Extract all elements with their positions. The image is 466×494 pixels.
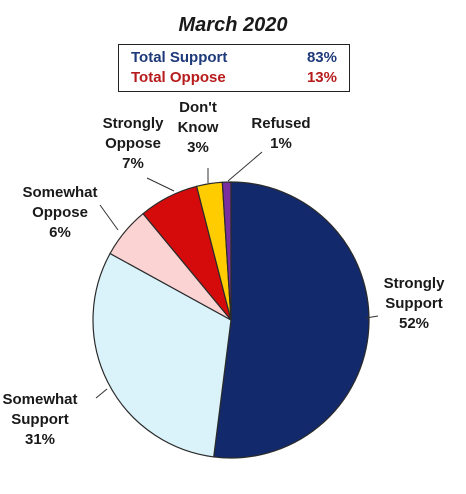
slice-name-label: Oppose bbox=[32, 204, 88, 221]
slice-name-label: Support bbox=[385, 295, 443, 312]
total-support-row: Total Support 83% bbox=[131, 49, 337, 66]
slice-name-label: Don't bbox=[179, 99, 217, 116]
slice-name-label: Strongly bbox=[384, 275, 445, 292]
slice-name-label: Know bbox=[178, 119, 219, 136]
slice-label: Somewhat Oppose 6% bbox=[22, 184, 97, 241]
slice-name-label: Somewhat bbox=[22, 184, 97, 201]
pie-slice-refused bbox=[221, 181, 232, 321]
leader-line bbox=[365, 315, 379, 319]
slice-labels: Strongly Support 52%Somewhat Support 31%Some… bbox=[2, 99, 445, 448]
slice-name-label: Support bbox=[11, 411, 69, 428]
slice-value-label: 1% bbox=[270, 135, 292, 152]
slice-name-label: Somewhat bbox=[2, 391, 77, 408]
slice-value-label: 6% bbox=[49, 224, 71, 241]
slice-name-label: Oppose bbox=[105, 135, 161, 152]
leader-line bbox=[227, 151, 263, 182]
total-oppose-label: Total Oppose bbox=[131, 69, 226, 86]
slice-value-label: 3% bbox=[187, 139, 209, 156]
slice-name-label: Refused bbox=[251, 115, 310, 132]
pie-slice-strongly-support bbox=[213, 181, 370, 459]
leader-line bbox=[99, 204, 119, 231]
slice-value-label: 31% bbox=[25, 431, 55, 448]
slice-label: Strongly Oppose 7% bbox=[103, 115, 164, 172]
slice-name-label: Strongly bbox=[103, 115, 164, 132]
total-oppose-row: Total Oppose 13% bbox=[131, 69, 337, 86]
slice-value-label: 7% bbox=[122, 155, 144, 172]
slice-label: Strongly Support 52% bbox=[384, 275, 445, 332]
total-oppose-value: 13% bbox=[306, 69, 337, 86]
pie-slice-somewhat-support bbox=[92, 252, 232, 458]
leader-line bbox=[146, 177, 175, 192]
slice-label: Somewhat Support 31% bbox=[2, 391, 77, 448]
chart-title: March 2020 bbox=[178, 14, 288, 36]
leader-line bbox=[95, 388, 108, 399]
slice-label: Refused 1% bbox=[251, 115, 310, 152]
slice-value-label: 52% bbox=[399, 315, 429, 332]
summary-box: Total Support 83% Total Oppose 13% bbox=[118, 44, 350, 92]
total-support-label: Total Support bbox=[131, 49, 228, 66]
total-support-value: 83% bbox=[306, 49, 337, 66]
pie-slices bbox=[92, 181, 370, 459]
slice-label: Don't Know 3% bbox=[178, 99, 219, 156]
